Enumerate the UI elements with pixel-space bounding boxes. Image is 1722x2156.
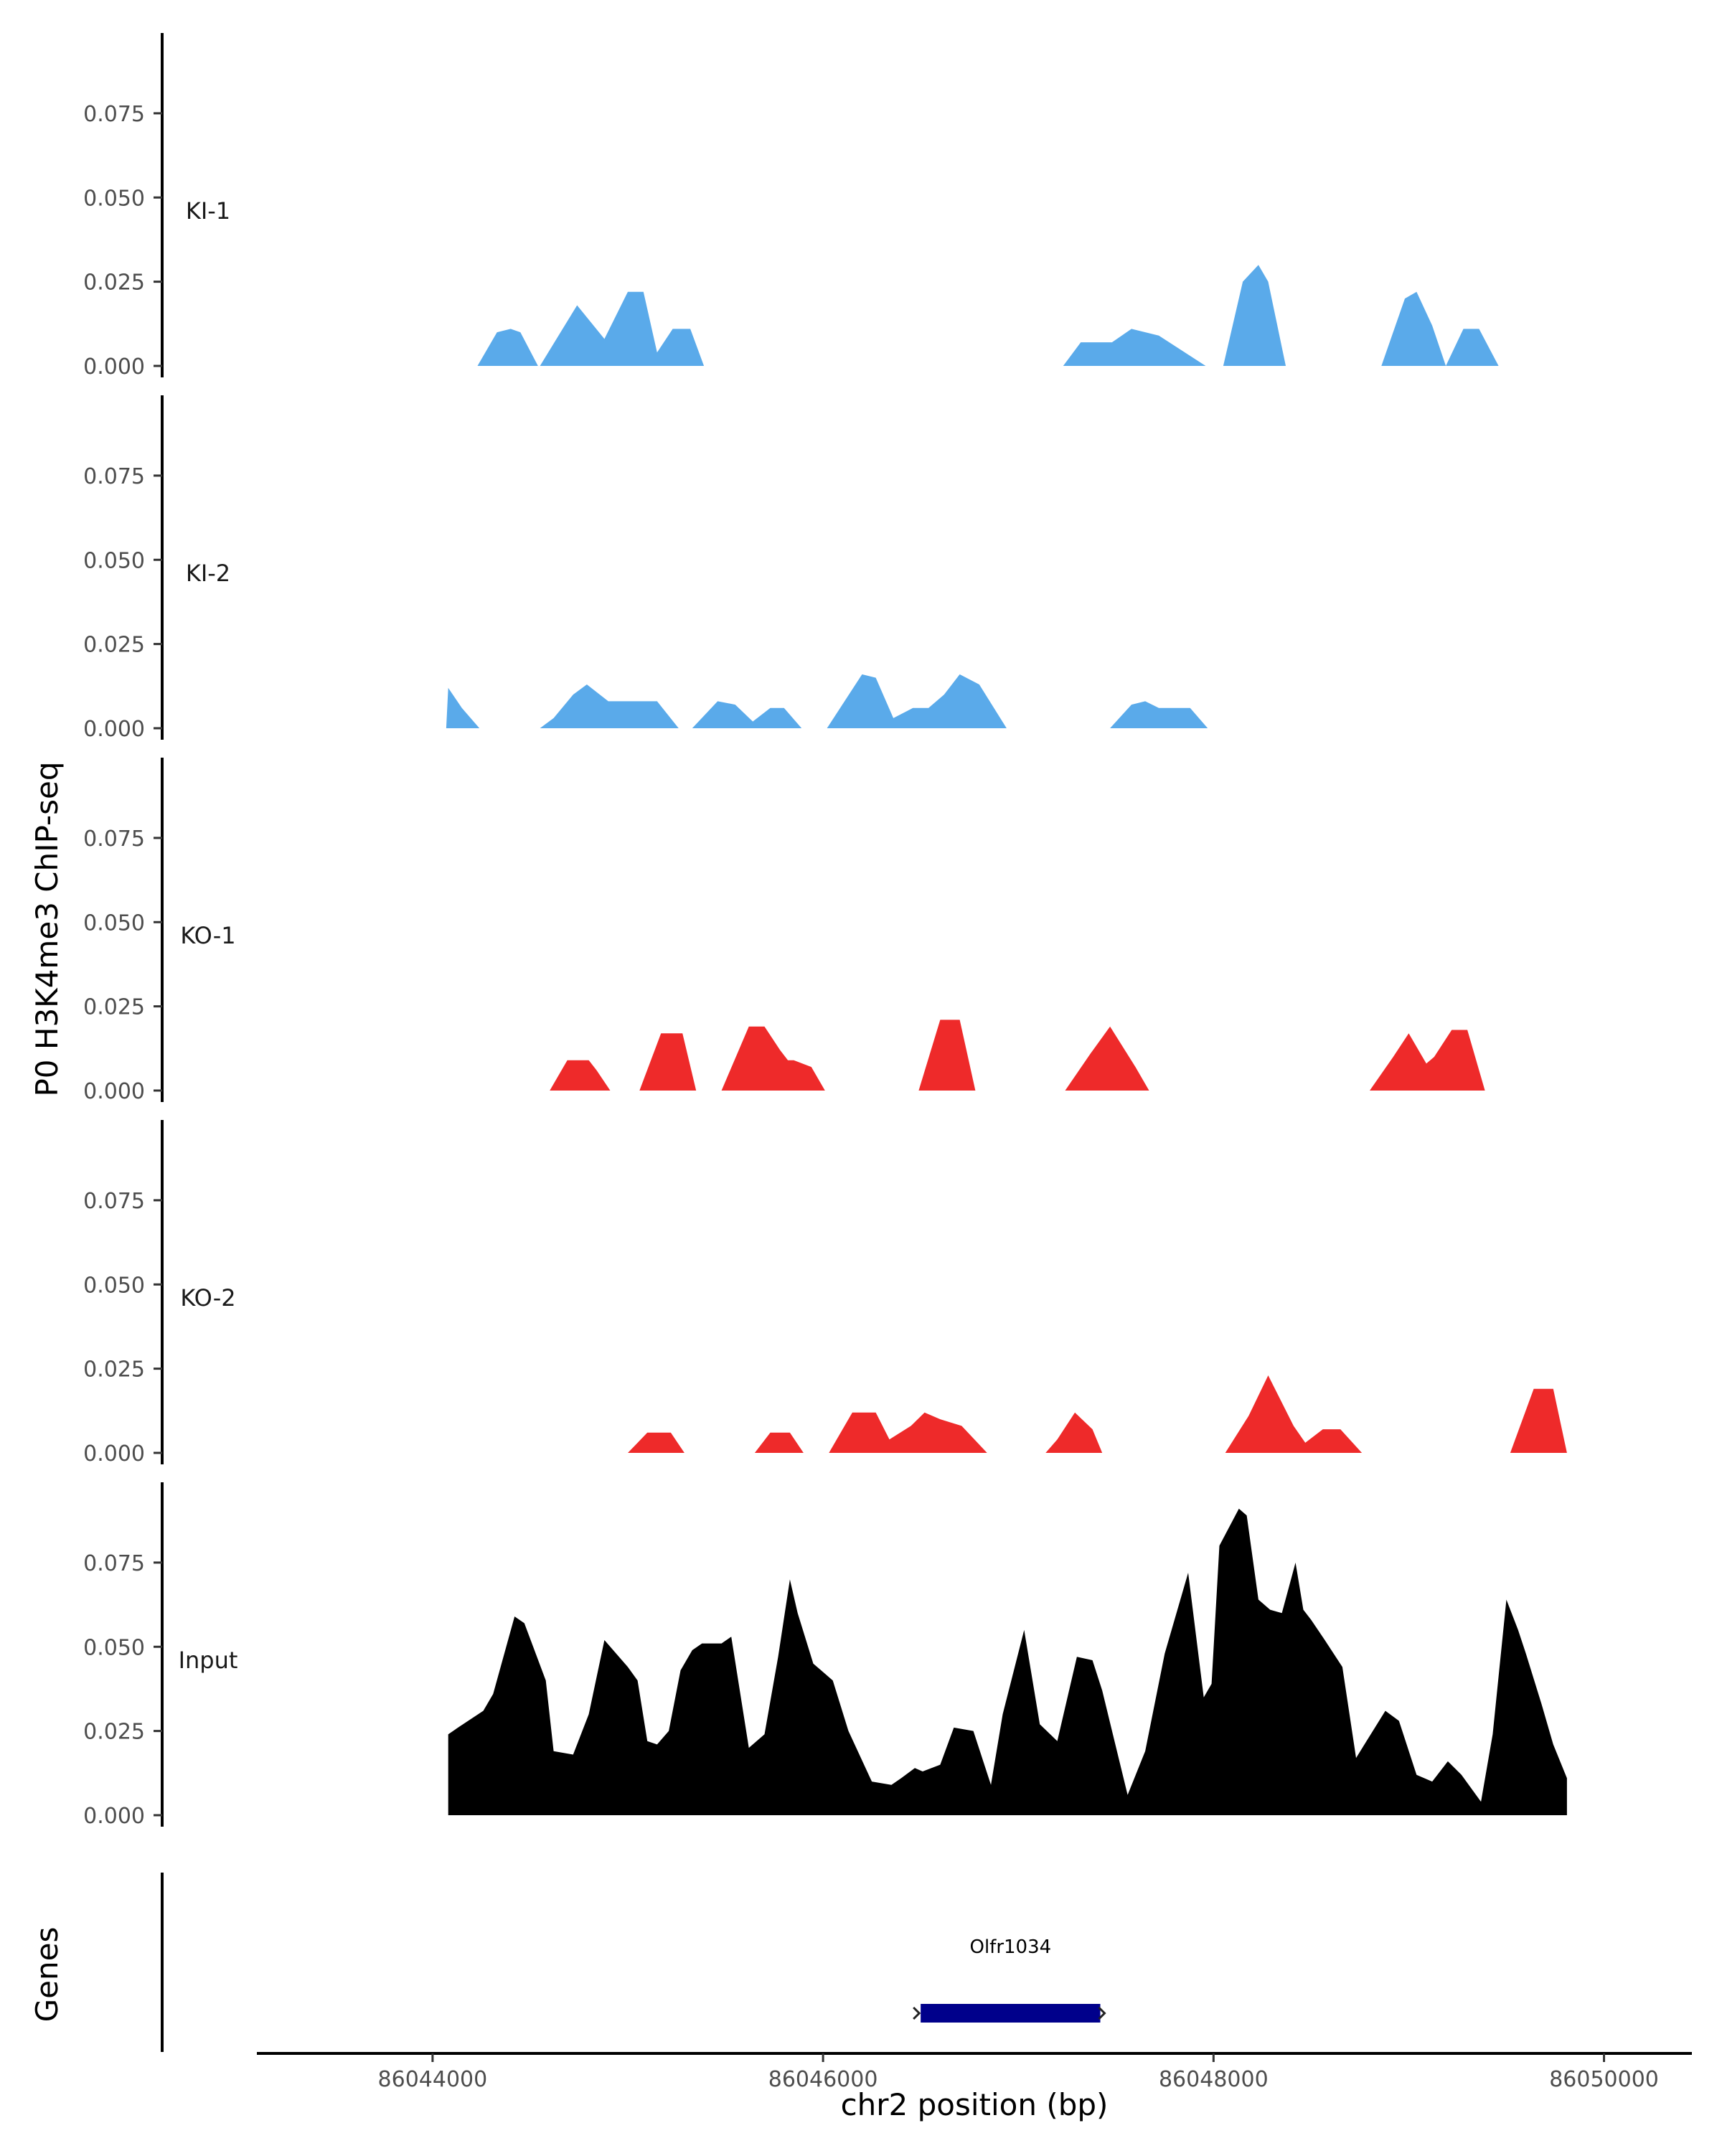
y-tick-label: 0.050	[83, 1635, 145, 1660]
gene-track-title: Genes	[29, 1927, 65, 2023]
y-tick-label: 0.000	[83, 1079, 145, 1104]
y-tick-label: 0.075	[83, 102, 145, 127]
signal-area-ko-2	[1045, 1412, 1103, 1453]
signal-area-ki-2	[827, 674, 1007, 728]
track-label: KI-1	[186, 197, 230, 225]
signal-area-ko-2	[628, 1432, 684, 1453]
signal-area-ko-2	[1225, 1375, 1363, 1453]
signal-area-ko-1	[1065, 1026, 1149, 1091]
gene-panel: Olfr1034	[161, 1873, 1106, 2052]
signal-area-ko-2	[1510, 1388, 1567, 1453]
y-tick-label: 0.025	[83, 1357, 145, 1383]
y-tick-label: 0.025	[83, 995, 145, 1020]
gene-start-marker	[913, 2006, 921, 2020]
y-tick-label: 0.075	[83, 827, 145, 852]
y-tick-label: 0.075	[83, 1551, 145, 1576]
signal-area-ko-2	[829, 1412, 987, 1453]
signal-area-ki-2	[1110, 701, 1208, 728]
track-panel-input: 0.000 0.025 0.050 0.075 Input	[83, 1482, 1567, 1829]
signal-area-input	[448, 1508, 1567, 1815]
x-axis: 86044000 86046000 86048000 86050000	[257, 2052, 1692, 2092]
signal-area-ki-1	[1381, 291, 1499, 366]
track-panel-ko-2: 0.000 0.025 0.050 0.075 KO-2	[83, 1120, 1567, 1467]
gene-body	[921, 2004, 1101, 2023]
signal-area-ki-1	[1223, 265, 1286, 366]
x-tick-label: 86044000	[378, 2067, 488, 2092]
y-tick-label: 0.000	[83, 354, 145, 380]
y-tick-label: 0.025	[83, 270, 145, 296]
x-axis-title: chr2 position (bp)	[841, 2087, 1109, 2122]
track-panel-ki-1: 0.000 0.025 0.050 0.075 KI-1	[83, 33, 1499, 380]
track-label: KO-2	[180, 1284, 235, 1312]
signal-area-ko-1	[550, 1060, 611, 1091]
y-axis-title: P0 H3K4me3 ChIP-seq	[29, 761, 65, 1096]
y-tick-label: 0.075	[83, 464, 145, 489]
y-tick-label: 0.000	[83, 717, 145, 742]
gene-feature: Olfr1034	[913, 1936, 1106, 2023]
signal-area-ki-1	[1063, 329, 1206, 366]
signal-area-ko-2	[754, 1432, 804, 1453]
track-label: Input	[179, 1647, 238, 1674]
track-panel-ko-1: 0.000 0.025 0.050 0.075 KO-1	[83, 758, 1485, 1104]
y-tick-label: 0.050	[83, 1273, 145, 1298]
signal-area-ki-1	[540, 291, 705, 366]
x-tick-label: 86046000	[768, 2067, 878, 2092]
signal-area-ki-2	[540, 684, 679, 728]
gene-end-marker	[1098, 2006, 1106, 2020]
signal-area-ko-1	[639, 1033, 697, 1091]
y-tick-label: 0.025	[83, 1720, 145, 1745]
y-tick-label: 0.000	[83, 1804, 145, 1829]
signal-area-ko-1	[721, 1026, 825, 1091]
y-tick-label: 0.075	[83, 1189, 145, 1214]
x-tick-label: 86048000	[1159, 2067, 1269, 2092]
signal-area-ki-1	[477, 329, 538, 366]
x-tick-label: 86050000	[1549, 2067, 1659, 2092]
y-tick-label: 0.000	[83, 1441, 145, 1467]
track-label: KI-2	[186, 560, 230, 587]
y-tick-label: 0.050	[83, 910, 145, 936]
y-tick-label: 0.025	[83, 633, 145, 658]
y-tick-label: 0.050	[83, 186, 145, 211]
track-label: KO-1	[180, 922, 235, 949]
gene-name-label: Olfr1034	[969, 1936, 1051, 1958]
track-panel-ki-2: 0.000 0.025 0.050 0.075 KI-2	[83, 395, 1208, 742]
track-panels: 0.0000.0250.0500.075KI-10.0000.0250.0500…	[83, 33, 1567, 1829]
signal-area-ko-1	[1370, 1030, 1485, 1091]
signal-area-ko-1	[918, 1020, 976, 1091]
signal-area-ki-2	[446, 687, 480, 728]
y-tick-label: 0.050	[83, 548, 145, 573]
signal-area-ki-2	[692, 701, 814, 728]
